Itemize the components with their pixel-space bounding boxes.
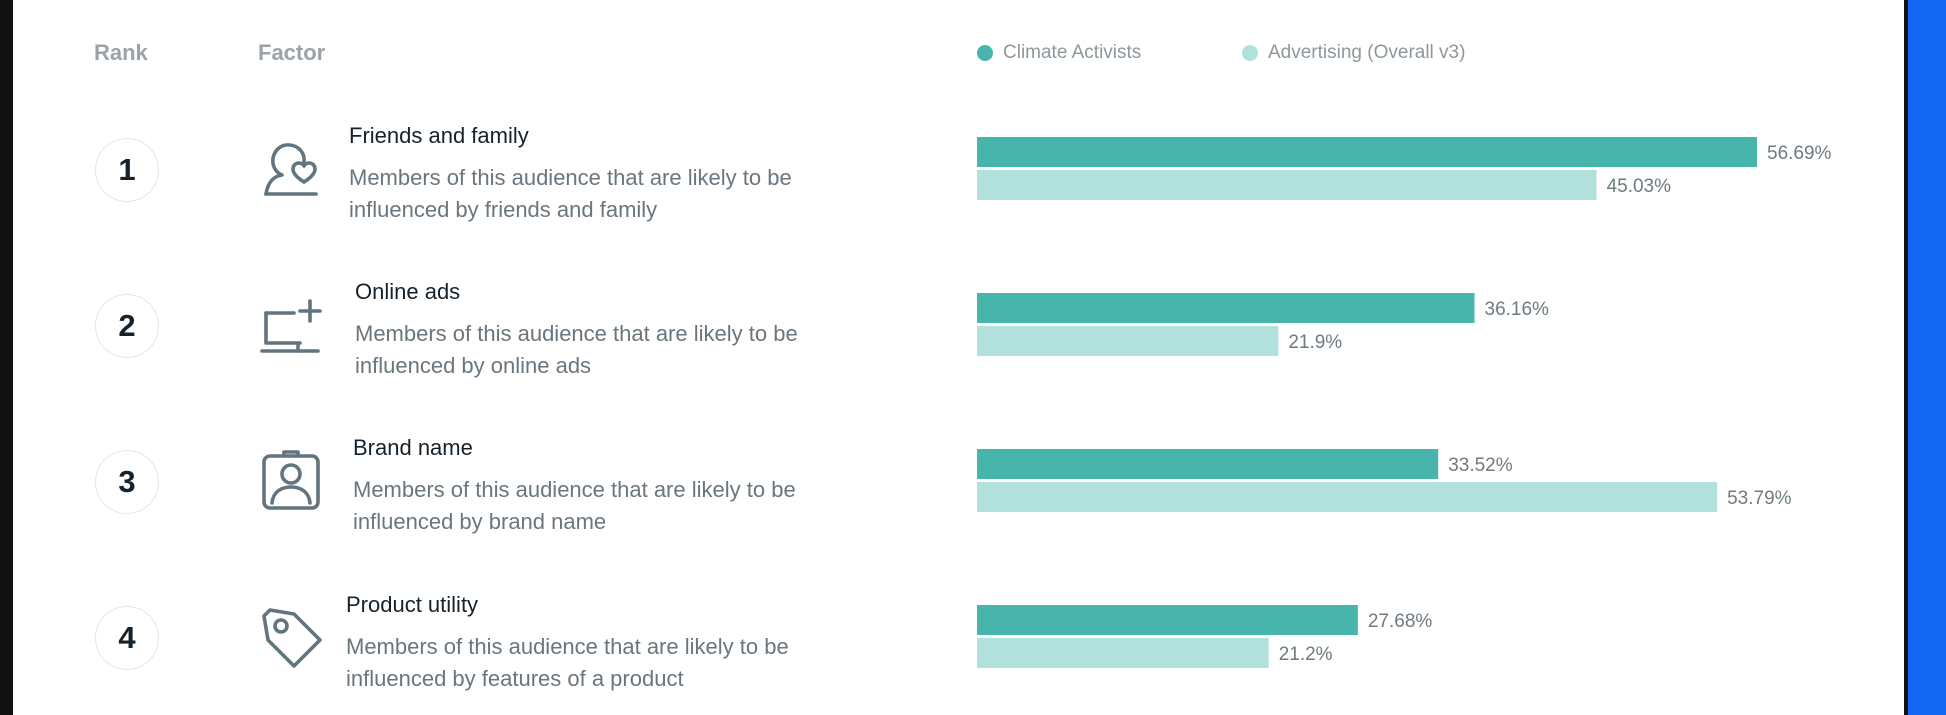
rank-column-header: Rank bbox=[94, 40, 148, 65]
bar-advertising-overall[interactable] bbox=[977, 326, 1279, 356]
bar-advertising-overall[interactable] bbox=[977, 170, 1597, 200]
window-edge bbox=[1908, 0, 1946, 715]
price-tag-icon bbox=[258, 604, 324, 670]
bar-value-label: 21.2% bbox=[1279, 644, 1333, 665]
rank-badge: 1 bbox=[95, 138, 159, 202]
legend-swatch-secondary bbox=[1242, 45, 1258, 61]
legend-label: Advertising (Overall v3) bbox=[1268, 42, 1466, 63]
factor-description: Members of this audience that are likely… bbox=[353, 477, 796, 534]
bar-advertising-overall[interactable] bbox=[977, 638, 1269, 668]
rank-badge: 3 bbox=[95, 450, 159, 514]
left-border bbox=[0, 0, 13, 715]
bar-value-label: 27.68% bbox=[1368, 611, 1433, 632]
legend-item-climate-activists[interactable]: Climate Activists bbox=[977, 41, 1141, 65]
right-border bbox=[1904, 0, 1908, 715]
factor-row: 1 Friends and family Members of this aud… bbox=[0, 0, 1900, 222]
factor-title: Online ads bbox=[355, 279, 461, 304]
friends-heart-icon bbox=[258, 138, 324, 204]
factor-title: Brand name bbox=[353, 435, 473, 460]
bar-value-label: 45.03% bbox=[1607, 176, 1672, 197]
rank-badge: 4 bbox=[95, 606, 159, 670]
rank-badge: 2 bbox=[95, 294, 159, 358]
legend-item-advertising-overall[interactable]: Advertising (Overall v3) bbox=[1242, 41, 1465, 65]
factor-row: 2 Online ads Members of this audience th… bbox=[0, 0, 1900, 378]
factor-description: Members of this audience that are likely… bbox=[355, 321, 798, 378]
factor-row: 3 Brand name Members of this audience th… bbox=[0, 0, 1900, 534]
factor-column-header: Factor bbox=[258, 40, 326, 65]
badge-person-icon bbox=[258, 448, 324, 514]
bar-value-label: 36.16% bbox=[1485, 299, 1550, 320]
factor-description: Members of this audience that are likely… bbox=[349, 165, 792, 222]
factor-title: Friends and family bbox=[349, 123, 529, 148]
bar-value-label: 53.79% bbox=[1727, 488, 1792, 509]
bar-value-label: 33.52% bbox=[1448, 455, 1513, 476]
bar-value-label: 21.9% bbox=[1288, 332, 1342, 353]
bar-climate-activists[interactable] bbox=[977, 605, 1358, 635]
factor-title: Product utility bbox=[346, 592, 479, 617]
factor-description: Members of this audience that are likely… bbox=[346, 634, 789, 691]
bar-climate-activists[interactable] bbox=[977, 293, 1475, 323]
factor-row: 4 Product utility Members of this audien… bbox=[0, 0, 1900, 691]
legend-swatch-primary bbox=[977, 45, 993, 61]
bar-value-label: 56.69% bbox=[1767, 143, 1832, 164]
legend-label: Climate Activists bbox=[1003, 42, 1142, 63]
bar-climate-activists[interactable] bbox=[977, 137, 1757, 167]
bar-climate-activists[interactable] bbox=[977, 449, 1439, 479]
bar-advertising-overall[interactable] bbox=[977, 482, 1718, 512]
laptop-plus-icon bbox=[258, 293, 324, 359]
